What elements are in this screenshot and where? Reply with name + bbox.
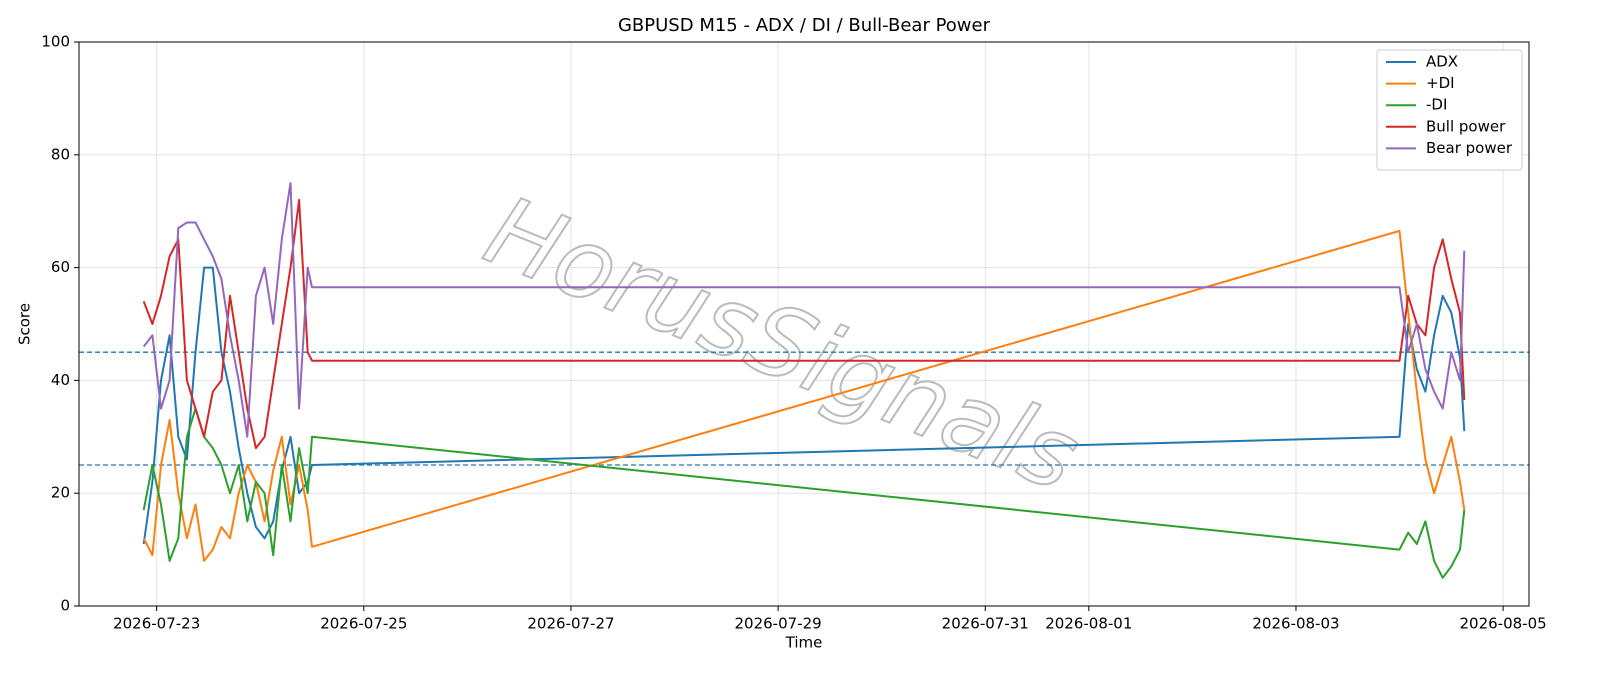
series-line	[142, 198, 1466, 450]
legend-label: ADX	[1426, 53, 1458, 71]
x-tick-label: 2026-07-29	[735, 615, 822, 633]
y-tick-label: 60	[51, 258, 70, 276]
series-line	[142, 182, 1466, 438]
plot-frame	[78, 41, 1530, 607]
y-tick-label: 40	[51, 371, 70, 389]
legend-label: Bear power	[1426, 139, 1513, 157]
x-tick-label: 2026-07-25	[320, 615, 407, 633]
x-axis-label: Time	[785, 634, 823, 652]
series-line	[142, 407, 1466, 579]
y-tick-label: 0	[60, 597, 70, 615]
y-tick-label: 80	[51, 145, 70, 163]
x-tick-label: 2026-07-23	[113, 615, 200, 633]
x-tick-label: 2026-08-03	[1252, 615, 1339, 633]
legend-label: +DI	[1426, 74, 1455, 92]
x-tick-label: 2026-08-01	[1045, 615, 1132, 633]
series-line	[142, 229, 1466, 562]
legend-label: Bull power	[1426, 117, 1506, 135]
x-tick-label: 2026-07-27	[527, 615, 614, 633]
x-tick-label: 2026-07-31	[942, 615, 1029, 633]
legend-box	[1376, 49, 1523, 171]
chart-title: GBPUSD M15 - ADX / DI / Bull-Bear Power	[618, 15, 991, 36]
y-tick-label: 100	[41, 33, 70, 51]
y-tick-label: 20	[51, 484, 70, 502]
legend-label: -DI	[1426, 96, 1447, 114]
y-axis-label: Score	[16, 303, 34, 345]
legend: ADX +DI -DI Bull power Bear power	[1376, 49, 1523, 171]
x-tick-label: 2026-08-05	[1460, 615, 1547, 633]
